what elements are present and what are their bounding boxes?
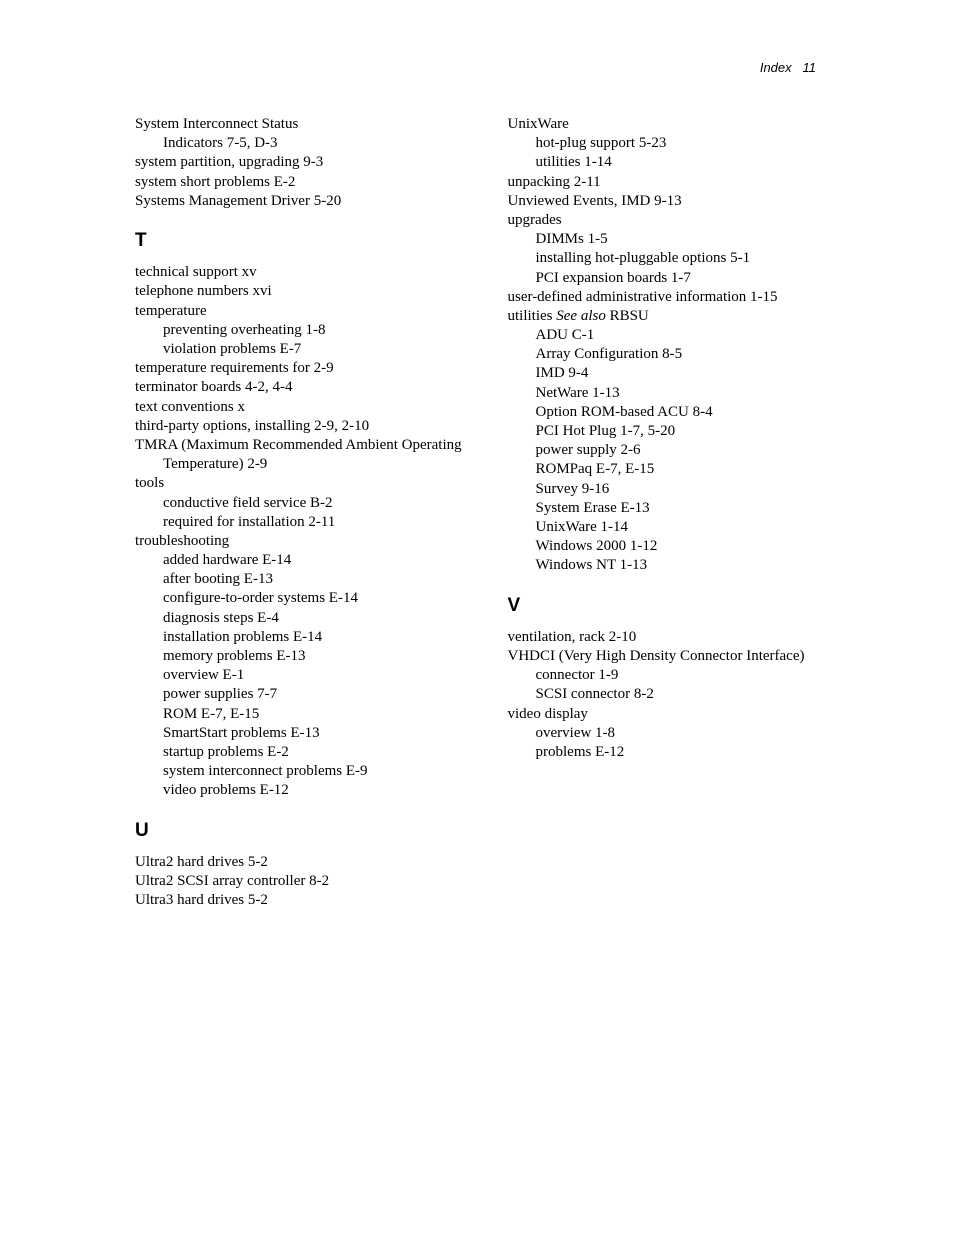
index-entry: technical support xv	[135, 263, 464, 282]
right-pre-block: UnixWarehot-plug support 5-23utilities 1…	[508, 115, 837, 576]
index-entry: conductive field service B-2	[135, 494, 464, 513]
index-entry: problems E-12	[508, 743, 837, 762]
index-entry: added hardware E-14	[135, 551, 464, 570]
index-entry-suffix: RBSU	[606, 308, 649, 324]
index-entry: ROMPaq E-7, E-15	[508, 460, 837, 479]
index-entry: third-party options, installing 2-9, 2-1…	[135, 417, 464, 436]
index-entry: video problems E-12	[135, 781, 464, 800]
index-entry: telephone numbers xvi	[135, 282, 464, 301]
index-entry: ROM E-7, E-15	[135, 705, 464, 724]
index-entry: after booting E-13	[135, 570, 464, 589]
index-entry: VHDCI (Very High Density Connector Inter…	[508, 647, 837, 666]
left-t-block: technical support xvtelephone numbers xv…	[135, 263, 464, 800]
index-entry: Windows 2000 1-12	[508, 537, 837, 556]
index-entry-prefix: utilities	[508, 308, 557, 324]
index-entry: system short problems E-2	[135, 173, 464, 192]
index-entry: terminator boards 4-2, 4-4	[135, 378, 464, 397]
index-entry: diagnosis steps E-4	[135, 609, 464, 628]
index-entry: memory problems E-13	[135, 647, 464, 666]
index-entry: Unviewed Events, IMD 9-13	[508, 192, 837, 211]
index-entry: tools	[135, 474, 464, 493]
index-entry: Systems Management Driver 5-20	[135, 192, 464, 211]
index-entry: PCI expansion boards 1-7	[508, 269, 837, 288]
index-entry: upgrades	[508, 211, 837, 230]
index-entry: System Erase E-13	[508, 499, 837, 518]
index-entry: user-defined administrative information …	[508, 288, 837, 307]
index-entry: TMRA (Maximum Recommended Ambient Operat…	[135, 436, 464, 474]
index-entry: NetWare 1-13	[508, 384, 837, 403]
index-entry: Survey 9-16	[508, 480, 837, 499]
index-entry: SmartStart problems E-13	[135, 724, 464, 743]
section-letter-u: U	[135, 819, 464, 843]
page-header: Index 11	[135, 60, 836, 75]
index-entry: overview E-1	[135, 666, 464, 685]
index-entry: UnixWare	[508, 115, 837, 134]
index-entry: configure-to-order systems E-14	[135, 589, 464, 608]
index-entry: ventilation, rack 2-10	[508, 628, 837, 647]
index-entry: Ultra3 hard drives 5-2	[135, 891, 464, 910]
index-entry: Windows NT 1-13	[508, 556, 837, 575]
index-entry: utilities 1-14	[508, 153, 837, 172]
right-column: UnixWarehot-plug support 5-23utilities 1…	[508, 115, 837, 910]
right-v-block: ventilation, rack 2-10VHDCI (Very High D…	[508, 628, 837, 762]
index-entry: temperature requirements for 2-9	[135, 359, 464, 378]
index-entry: required for installation 2-11	[135, 513, 464, 532]
index-entry: Array Configuration 8-5	[508, 345, 837, 364]
index-entry: unpacking 2-11	[508, 173, 837, 192]
left-u-block: Ultra2 hard drives 5-2Ultra2 SCSI array …	[135, 853, 464, 911]
index-entry: startup problems E-2	[135, 743, 464, 762]
index-entry: text conventions x	[135, 398, 464, 417]
index-entry: Option ROM-based ACU 8-4	[508, 403, 837, 422]
index-entry: utilities See also RBSU	[508, 307, 837, 326]
index-entry: PCI Hot Plug 1-7, 5-20	[508, 422, 837, 441]
see-also-label: See also	[556, 308, 606, 324]
index-entry: ADU C-1	[508, 326, 837, 345]
left-pre-block: System Interconnect StatusIndicators 7-5…	[135, 115, 464, 211]
header-label: Index	[760, 60, 792, 75]
index-entry: SCSI connector 8-2	[508, 685, 837, 704]
index-entry: DIMMs 1-5	[508, 230, 837, 249]
index-entry: hot-plug support 5-23	[508, 134, 837, 153]
index-entry: troubleshooting	[135, 532, 464, 551]
index-entry: temperature	[135, 302, 464, 321]
index-entry: overview 1-8	[508, 724, 837, 743]
index-entry: IMD 9-4	[508, 364, 837, 383]
index-entry: connector 1-9	[508, 666, 837, 685]
index-entry: power supply 2-6	[508, 441, 837, 460]
index-entry: Ultra2 SCSI array controller 8-2	[135, 872, 464, 891]
section-letter-t: T	[135, 229, 464, 253]
index-columns: System Interconnect StatusIndicators 7-5…	[135, 115, 836, 910]
header-page: 11	[803, 60, 817, 75]
index-entry: UnixWare 1-14	[508, 518, 837, 537]
index-entry: violation problems E-7	[135, 340, 464, 359]
index-entry: system interconnect problems E-9	[135, 762, 464, 781]
index-entry: Ultra2 hard drives 5-2	[135, 853, 464, 872]
index-entry: preventing overheating 1-8	[135, 321, 464, 340]
index-entry: video display	[508, 705, 837, 724]
section-letter-v: V	[508, 594, 837, 618]
index-entry: power supplies 7-7	[135, 685, 464, 704]
index-entry: system partition, upgrading 9-3	[135, 153, 464, 172]
left-column: System Interconnect StatusIndicators 7-5…	[135, 115, 464, 910]
index-entry: System Interconnect Status	[135, 115, 464, 134]
index-entry: Indicators 7-5, D-3	[135, 134, 464, 153]
index-entry: installing hot-pluggable options 5-1	[508, 249, 837, 268]
index-entry: installation problems E-14	[135, 628, 464, 647]
